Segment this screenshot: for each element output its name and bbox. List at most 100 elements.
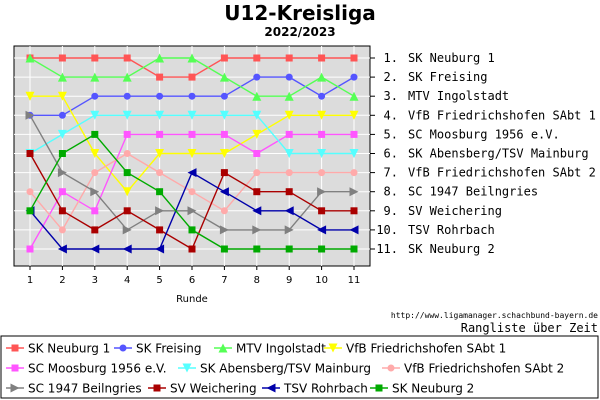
data-point bbox=[318, 207, 326, 215]
legend-item: TSV Rohrbach bbox=[262, 382, 368, 396]
data-point bbox=[155, 206, 165, 216]
rank-team-name: MTV Ingolstadt bbox=[408, 89, 509, 103]
data-point bbox=[58, 226, 66, 234]
data-point bbox=[253, 54, 261, 62]
rank-team-name: SK Neuburg 2 bbox=[408, 242, 495, 256]
data-point bbox=[220, 207, 228, 215]
rank-label: 1. bbox=[384, 51, 398, 65]
series-4 bbox=[25, 91, 359, 197]
x-tick-label: 7 bbox=[221, 275, 227, 286]
legend-label: VfB Friedrichshofen SAbt 2 bbox=[404, 362, 564, 376]
legend-item: SC 1947 Beilngries bbox=[6, 382, 142, 396]
data-point bbox=[26, 207, 34, 215]
rank-team-name: VfB Friedrichshofen SAbt 1 bbox=[408, 108, 596, 122]
data-point bbox=[349, 225, 359, 235]
data-point bbox=[285, 73, 293, 81]
data-point bbox=[26, 245, 34, 253]
rank-label: 7. bbox=[384, 166, 398, 180]
legend-label: TSV Rohrbach bbox=[283, 382, 368, 396]
data-point bbox=[91, 130, 99, 138]
data-point bbox=[156, 92, 164, 100]
data-point bbox=[317, 187, 327, 197]
legend-label: SK Neuburg 2 bbox=[392, 382, 474, 396]
data-point bbox=[220, 54, 228, 62]
rank-label: 3. bbox=[384, 89, 398, 103]
data-point bbox=[187, 53, 197, 63]
legend-label: SK Freising bbox=[136, 342, 202, 356]
data-point bbox=[58, 150, 66, 157]
data-point bbox=[155, 244, 165, 254]
legend-swatch-marker bbox=[10, 383, 20, 393]
legend-label: MTV Ingolstadt bbox=[236, 342, 326, 356]
data-point bbox=[252, 91, 262, 101]
series-3 bbox=[25, 53, 359, 101]
data-point bbox=[26, 150, 34, 157]
rank-label: 10. bbox=[376, 223, 398, 237]
legend-swatch-marker bbox=[328, 343, 338, 353]
data-point bbox=[350, 73, 358, 81]
data-point bbox=[350, 245, 358, 253]
data-point bbox=[123, 207, 131, 215]
rank-label: 9. bbox=[384, 204, 398, 218]
final-ranking: 1. SK Neuburg 1 2. SK Freising 3. MTV Ingolst… bbox=[370, 51, 596, 256]
legend-label: SK Abensberg/TSV Mainburg bbox=[200, 362, 371, 376]
data-point bbox=[58, 188, 66, 196]
legend-item: SK Abensberg/TSV Mainburg bbox=[178, 362, 371, 376]
data-point bbox=[350, 207, 358, 215]
rank-label: 4. bbox=[384, 108, 398, 122]
data-point bbox=[317, 72, 327, 82]
series-9 bbox=[26, 150, 358, 253]
data-point bbox=[284, 149, 294, 158]
chart-subtitle: 2022/2023 bbox=[264, 25, 335, 39]
series-7 bbox=[26, 150, 358, 234]
data-point bbox=[155, 53, 165, 63]
data-point bbox=[187, 110, 197, 120]
data-point bbox=[220, 130, 228, 138]
rank-team-name: SK Neuburg 1 bbox=[408, 51, 495, 65]
legend-item: SK Freising bbox=[114, 342, 202, 356]
rank-team-name: SC Moosburg 1956 e.V. bbox=[408, 127, 560, 141]
x-tick-label: 3 bbox=[92, 275, 98, 286]
data-point bbox=[220, 245, 228, 253]
data-point bbox=[91, 169, 99, 177]
data-point bbox=[58, 207, 66, 215]
data-point bbox=[285, 130, 293, 138]
legend-item: SK Neuburg 2 bbox=[370, 382, 474, 396]
data-point bbox=[123, 92, 131, 100]
series-10 bbox=[25, 168, 359, 254]
rank-team-name: SC 1947 Beilngries bbox=[408, 185, 538, 199]
data-point bbox=[285, 54, 293, 62]
chart-caption: Rangliste über Zeit bbox=[461, 321, 598, 335]
x-tick-label: 1 bbox=[27, 275, 33, 286]
data-point bbox=[252, 129, 262, 139]
data-point bbox=[187, 149, 197, 158]
data-point bbox=[219, 225, 229, 235]
data-point bbox=[284, 110, 294, 120]
legend-swatch-marker bbox=[153, 384, 161, 392]
data-point bbox=[350, 169, 358, 177]
rank-label: 8. bbox=[384, 185, 398, 199]
data-point bbox=[57, 244, 67, 254]
data-point bbox=[90, 110, 100, 120]
rank-team-name: SV Weichering bbox=[408, 204, 502, 218]
data-point bbox=[349, 91, 359, 101]
data-point bbox=[349, 187, 359, 197]
data-point bbox=[90, 244, 100, 254]
data-point bbox=[155, 149, 165, 158]
legend-swatch-marker bbox=[266, 383, 276, 393]
data-point bbox=[91, 54, 99, 62]
legend-label: VfB Friedrichshofen SAbt 1 bbox=[346, 342, 506, 356]
x-tick-label: 8 bbox=[254, 275, 260, 286]
data-point bbox=[252, 225, 262, 235]
data-point bbox=[253, 150, 261, 157]
data-point bbox=[25, 53, 35, 63]
legend-item: SC Moosburg 1956 e.V. bbox=[6, 362, 167, 376]
data-point bbox=[156, 169, 164, 177]
rank-team-name: SK Freising bbox=[408, 70, 487, 84]
series-5 bbox=[26, 130, 358, 253]
series-2 bbox=[26, 73, 358, 119]
data-point bbox=[285, 169, 293, 177]
data-point bbox=[284, 91, 294, 101]
rank-label: 5. bbox=[384, 127, 398, 141]
data-point bbox=[25, 91, 35, 101]
